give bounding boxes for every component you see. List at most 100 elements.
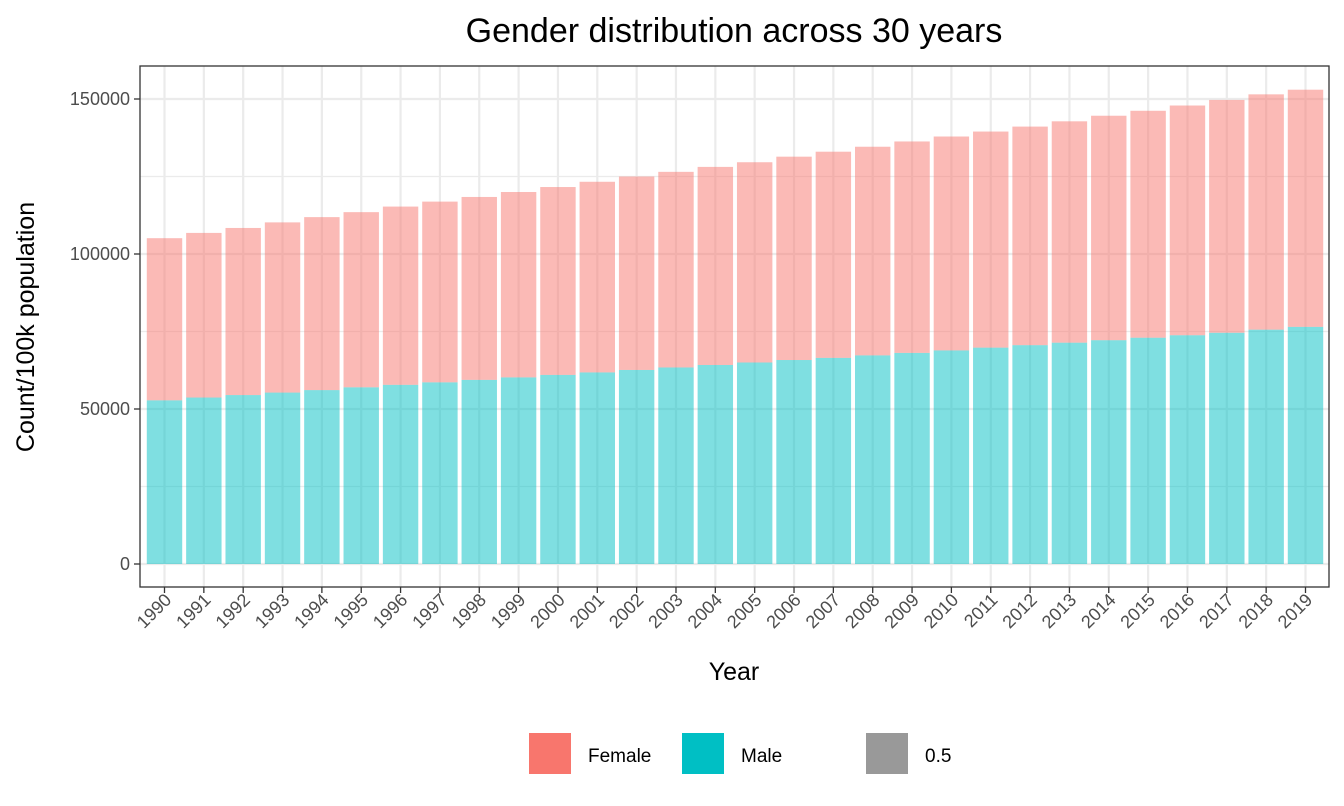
bar-female-2002 [618, 176, 655, 370]
bar-female-1995 [343, 212, 379, 388]
bar-male-1991 [186, 397, 222, 564]
legend: Female Male 0.5 [529, 733, 951, 774]
bar-male-2018 [1248, 329, 1284, 564]
y-axis-title: Count/100k population [12, 202, 40, 452]
bar-male-2002 [618, 369, 655, 564]
x-tick-label: 2004 [684, 590, 726, 632]
x-tick-label: 1993 [251, 590, 293, 632]
bar-male-2013 [1051, 342, 1088, 564]
bar-female-2009 [894, 141, 930, 353]
bar-female-2004 [697, 166, 734, 365]
legend-label: Female [588, 746, 651, 767]
x-tick-label: 2011 [960, 590, 1002, 632]
legend-key-Female [529, 733, 571, 774]
bar-female-2010 [933, 136, 970, 351]
bar-female-1998 [461, 196, 497, 380]
bar-female-2000 [540, 187, 576, 375]
bar-male-2004 [697, 364, 734, 564]
bar-female-2013 [1051, 121, 1088, 343]
x-tick-label: 2002 [605, 590, 647, 632]
bar-male-2003 [658, 367, 694, 564]
x-tick-label: 1991 [172, 590, 214, 632]
x-tick-label: 2001 [566, 590, 608, 632]
x-tick-label: 2009 [880, 590, 922, 632]
bar-male-1995 [343, 387, 379, 564]
bar-female-1990 [146, 238, 183, 401]
bar-female-1997 [422, 201, 458, 383]
bar-male-1992 [225, 395, 261, 564]
bar-male-1993 [264, 392, 301, 564]
x-tick-label: 1994 [290, 590, 332, 632]
bar-male-2008 [855, 355, 891, 564]
y-tick-label: 0 [120, 554, 130, 574]
x-axis-title: Year [709, 658, 760, 686]
bar-male-2000 [540, 374, 576, 564]
y-tick-label: 150000 [70, 89, 130, 109]
bar-female-2011 [973, 131, 1009, 348]
bar-female-2007 [815, 151, 852, 358]
bar-male-2009 [894, 352, 930, 564]
x-tick-label: 2014 [1077, 590, 1119, 632]
bar-female-2006 [776, 156, 812, 361]
bar-female-2017 [1209, 99, 1245, 333]
legend-label: 0.5 [925, 746, 951, 767]
bar-male-1999 [500, 377, 537, 564]
bar-female-1993 [264, 222, 301, 393]
bar-male-2012 [1012, 345, 1048, 564]
y-tick-label: 50000 [80, 399, 130, 419]
x-tick-label: 2012 [998, 590, 1040, 632]
bar-male-2019 [1287, 326, 1324, 564]
bar-female-2016 [1169, 105, 1206, 336]
x-tick-label: 1995 [330, 590, 372, 632]
bar-male-2017 [1209, 332, 1245, 564]
bar-male-2011 [973, 347, 1009, 564]
x-tick-label: 1990 [133, 590, 175, 632]
x-tick-label: 1992 [212, 590, 254, 632]
y-tick-label: 100000 [70, 244, 130, 264]
x-tick-label: 2008 [841, 590, 883, 632]
bar-female-1994 [304, 217, 340, 391]
x-tick-label: 2019 [1274, 590, 1316, 632]
x-tick-label: 2005 [723, 590, 765, 632]
bar-male-2001 [579, 372, 615, 564]
x-tick-label: 2017 [1195, 590, 1237, 632]
bar-male-1994 [304, 390, 340, 564]
x-tick-label: 2013 [1038, 590, 1080, 632]
bar-female-2018 [1248, 94, 1284, 330]
bar-male-1998 [461, 379, 497, 564]
bar-female-2008 [855, 146, 891, 356]
x-tick-label: 2003 [644, 590, 686, 632]
x-tick-label: 2018 [1235, 590, 1277, 632]
bar-male-2005 [736, 362, 773, 564]
bar-male-2015 [1130, 337, 1166, 564]
bar-male-1990 [146, 400, 183, 564]
x-tick-label: 1999 [487, 590, 529, 632]
x-tick-label: 2007 [802, 590, 844, 632]
bar-female-1992 [225, 227, 261, 396]
bar-female-1999 [500, 192, 537, 378]
plot-area: 0500001000001500001990199119921993199419… [70, 65, 1330, 632]
bar-female-2012 [1012, 126, 1048, 346]
x-tick-label: 1996 [369, 590, 411, 632]
chart-title: Gender distribution across 30 years [466, 12, 1003, 50]
x-tick-label: 2006 [762, 590, 804, 632]
x-tick-label: 1998 [448, 590, 490, 632]
bar-female-2014 [1091, 115, 1127, 341]
panel-border [139, 65, 1330, 588]
bar-male-1997 [422, 382, 458, 564]
bar-female-1991 [186, 232, 222, 398]
bar-male-2007 [815, 357, 852, 564]
bar-female-2003 [658, 171, 694, 368]
bar-female-2001 [579, 181, 615, 373]
legend-key-Male [682, 733, 724, 774]
x-tick-label: 2010 [920, 590, 962, 632]
legend-label: Male [741, 746, 782, 767]
bar-male-1996 [382, 384, 419, 564]
x-tick-label: 2015 [1116, 590, 1158, 632]
x-tick-label: 1997 [408, 590, 450, 632]
x-tick-label: 2016 [1156, 590, 1198, 632]
x-tick-label: 2000 [526, 590, 568, 632]
bar-female-1996 [382, 206, 419, 385]
bar-female-2019 [1287, 89, 1324, 327]
